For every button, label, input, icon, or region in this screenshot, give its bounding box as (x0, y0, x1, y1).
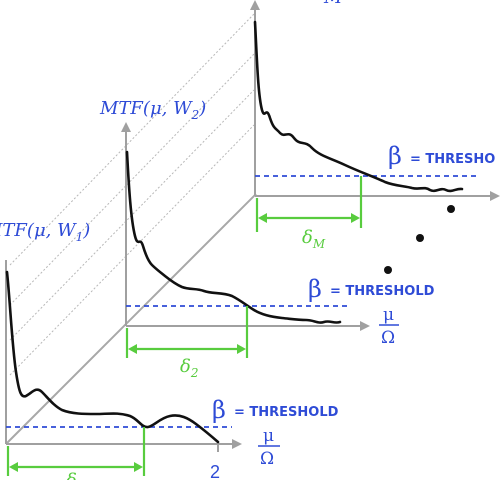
back-x-arrow-icon (490, 191, 500, 201)
back-beta-symbol: β (388, 142, 402, 170)
back-threshold-label: = THRESHO (410, 152, 495, 167)
panel-front: δ MTF(μ, W1) β = THRESHOLD 2 μ Ω (0, 220, 339, 480)
ellipsis-dots (384, 205, 455, 274)
front-title: MTF(μ, W1) (0, 220, 90, 244)
ellipsis-dot (416, 234, 424, 242)
back-delta-label: δM (302, 227, 326, 251)
back-title-sub: M (323, 0, 343, 8)
middle-x-axis-label: μ Ω (379, 305, 399, 348)
middle-x-den: Ω (381, 328, 395, 348)
front-delta-left-arrow-icon (9, 462, 18, 472)
middle-x-arrow-icon (360, 321, 370, 331)
middle-delta-right-arrow-icon (237, 344, 246, 354)
ellipsis-dot (447, 205, 455, 213)
ellipsis-dot (384, 266, 392, 274)
front-x-arrow-icon (232, 439, 242, 449)
middle-delta-left-arrow-icon (128, 344, 137, 354)
back-delta-left-arrow-icon (258, 213, 267, 223)
middle-y-arrow-icon (121, 122, 131, 132)
front-beta-symbol: β (212, 396, 226, 424)
back-delta-right-arrow-icon (351, 213, 360, 223)
front-x-den: Ω (260, 449, 274, 469)
front-delta-right-arrow-icon (134, 462, 143, 472)
middle-threshold-label: = THRESHOLD (330, 284, 435, 299)
middle-x-num: μ (383, 305, 394, 325)
front-x-axis-label: μ Ω (258, 426, 280, 469)
front-x-tick-label: 2 (210, 462, 220, 480)
middle-title: MTF(μ, W2) (99, 98, 206, 122)
front-mtf-curve (5, 270, 220, 444)
middle-delta-label: δ2 (180, 356, 198, 380)
back-mtf-curve (253, 20, 464, 193)
front-delta-label: δ (66, 470, 77, 480)
back-y-arrow-icon (250, 0, 260, 10)
front-threshold-label: = THRESHOLD (234, 405, 339, 420)
panel-back: δM M β = THRESHO (250, 0, 500, 251)
front-x-num: μ (263, 426, 274, 446)
panel-middle: δ2 MTF(μ, W2) β = THRESHOLD μ Ω (99, 98, 435, 380)
middle-mtf-curve (125, 150, 342, 324)
perspective-guides (5, 13, 257, 445)
middle-beta-symbol: β (308, 275, 322, 303)
